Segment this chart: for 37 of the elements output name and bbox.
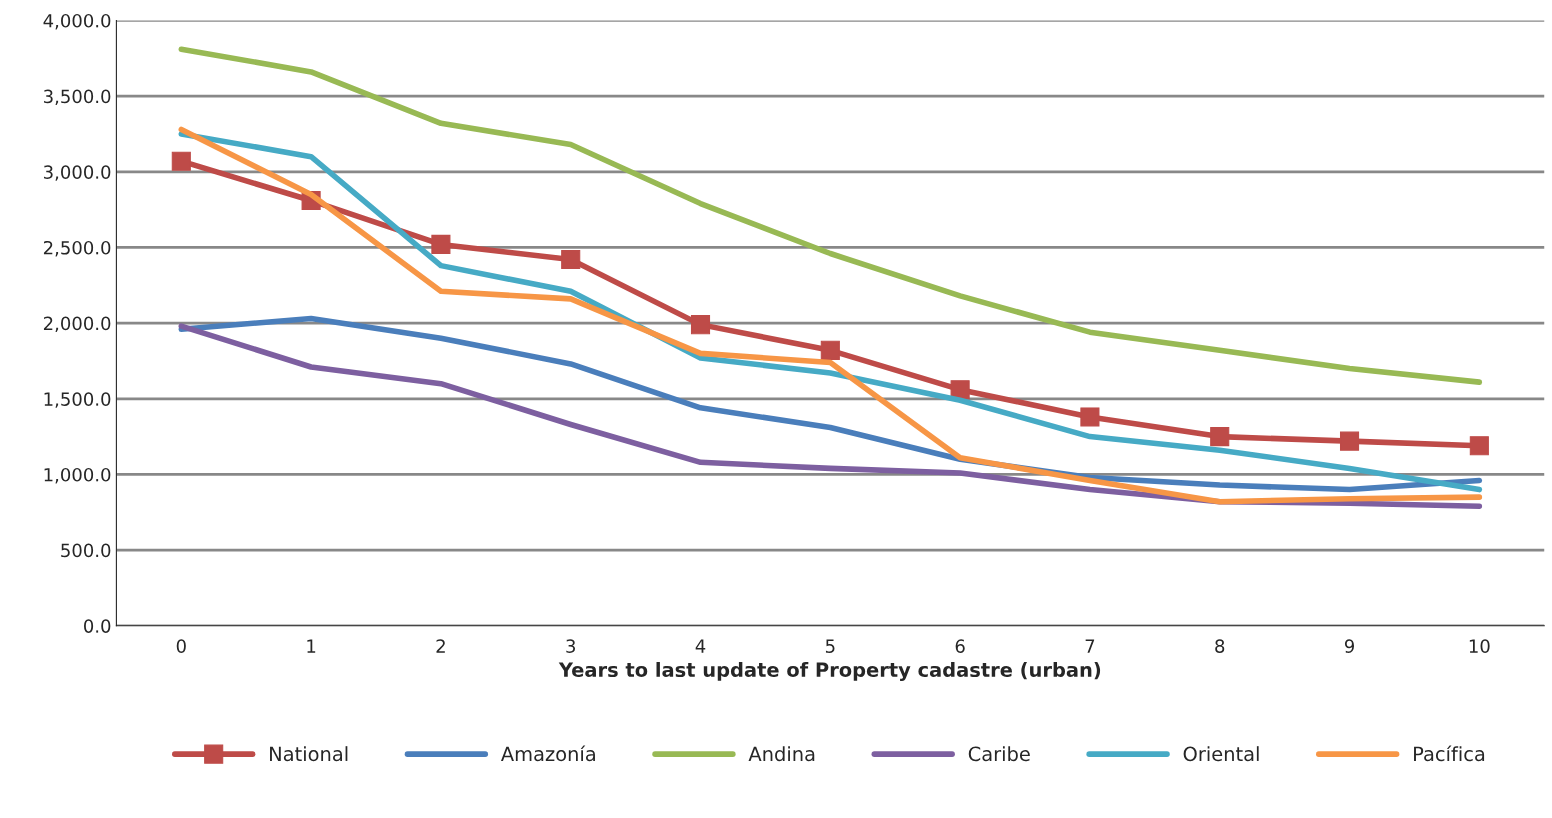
point bbox=[820, 340, 840, 360]
x-tick-label: 7 bbox=[1085, 639, 1095, 653]
x-tick-label: 5 bbox=[825, 639, 835, 653]
x-tick-label: 1 bbox=[307, 639, 316, 653]
legend-label: National bbox=[270, 746, 348, 762]
y-tick-label: 1,500.0 bbox=[44, 392, 111, 408]
point bbox=[1339, 431, 1360, 451]
y-tick-label: 3,500.0 bbox=[44, 89, 111, 106]
x-tick-label: 0 bbox=[176, 639, 186, 653]
point bbox=[171, 151, 191, 171]
legend-label: Andina bbox=[748, 746, 815, 762]
y-tick-label: 0.0 bbox=[84, 619, 111, 633]
y-tick-label: 3,000.0 bbox=[44, 165, 111, 181]
point bbox=[950, 380, 970, 400]
x-tick-label: 4 bbox=[695, 639, 706, 653]
x-tick-label: 8 bbox=[1215, 639, 1225, 653]
y-tick-label: 500.0 bbox=[61, 543, 111, 558]
point bbox=[561, 250, 581, 270]
legend-label: Pacífica bbox=[1414, 745, 1485, 762]
point bbox=[1080, 407, 1100, 427]
x-tick-label: 10 bbox=[1469, 639, 1490, 653]
y-tick-label: 1,000.0 bbox=[44, 467, 111, 484]
y-tick-label: 4,000.0 bbox=[43, 13, 111, 30]
point bbox=[1210, 427, 1230, 447]
y-tick-label: 2,000.0 bbox=[43, 316, 111, 333]
legend-label: Caribe bbox=[968, 746, 1030, 762]
point bbox=[431, 234, 451, 254]
x-tick-label: 2 bbox=[436, 639, 445, 653]
x-tick-label: 9 bbox=[1344, 639, 1355, 653]
legend-label: Oriental bbox=[1183, 746, 1259, 762]
y-tick-label: 2,500.0 bbox=[43, 240, 111, 257]
point bbox=[690, 315, 711, 335]
x-tick-label: 3 bbox=[566, 639, 576, 653]
x-tick-label: 6 bbox=[955, 639, 965, 653]
legend-label: Amazonía bbox=[500, 745, 595, 762]
x-axis-title: Years to last update of Property cadastre (urban) bbox=[558, 661, 1101, 681]
point bbox=[1469, 436, 1489, 456]
